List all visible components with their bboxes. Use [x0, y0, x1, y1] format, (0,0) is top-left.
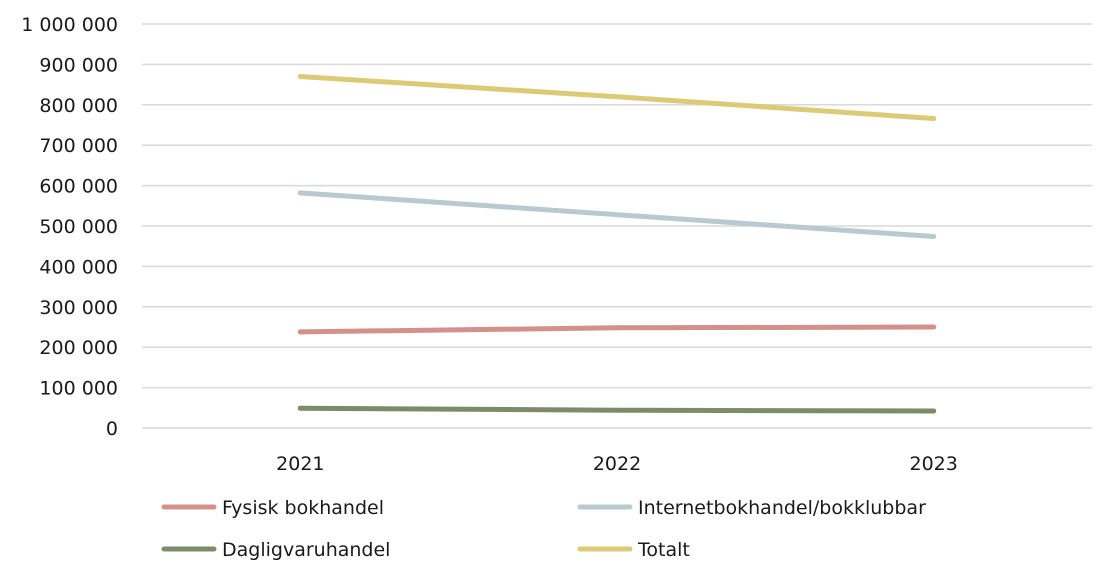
- legend-label: Totalt: [637, 539, 690, 561]
- data-point: [614, 94, 620, 100]
- x-axis-ticks: 2021 2022 2023: [276, 453, 958, 475]
- data-point: [297, 190, 303, 196]
- y-tick-label: 300 000: [39, 297, 118, 319]
- data-point: [297, 329, 303, 335]
- data-point: [614, 212, 620, 218]
- y-tick-label: 900 000: [39, 54, 118, 76]
- y-tick-label: 0: [106, 418, 118, 440]
- data-point: [931, 324, 937, 330]
- x-tick-label: 2022: [593, 453, 641, 475]
- data-point: [931, 408, 937, 414]
- y-tick-label: 600 000: [39, 176, 118, 198]
- y-tick-label: 800 000: [39, 95, 118, 117]
- y-tick-label: 500 000: [39, 216, 118, 238]
- data-point: [931, 234, 937, 240]
- x-tick-label: 2023: [909, 453, 957, 475]
- y-tick-label: 700 000: [39, 135, 118, 157]
- y-axis-ticks: 0 100 000 200 000 300 000 400 000 500 000 600 …: [21, 14, 118, 440]
- series-lines: [297, 74, 937, 414]
- data-point: [614, 407, 620, 413]
- y-tick-label: 200 000: [39, 337, 118, 359]
- data-point: [931, 116, 937, 122]
- legend-label: Fysisk bokhandel: [222, 497, 384, 519]
- y-tick-label: 400 000: [39, 256, 118, 278]
- legend: Fysisk bokhandel Internetbokhandel/bokklu…: [161, 497, 926, 561]
- legend-label: Internetbokhandel/bokklubbar: [638, 497, 926, 519]
- x-tick-label: 2021: [276, 453, 324, 475]
- legend-label: Dagligvaruhandel: [222, 539, 390, 561]
- y-tick-label: 100 000: [39, 378, 118, 400]
- data-point: [614, 325, 620, 331]
- data-point: [297, 74, 303, 80]
- gridlines: [142, 23, 1092, 429]
- data-point: [297, 405, 303, 411]
- y-tick-label: 1 000 000: [21, 14, 118, 36]
